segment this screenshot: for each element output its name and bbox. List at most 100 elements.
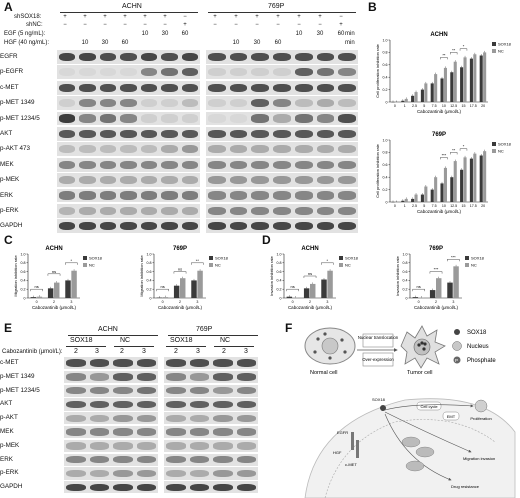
blot-band	[99, 160, 117, 169]
bar	[440, 78, 444, 102]
y-tick-label: 1.0	[383, 38, 388, 42]
blot-band	[273, 114, 291, 123]
blot-band	[120, 68, 137, 77]
bar	[411, 95, 415, 102]
egf-time: 30	[161, 31, 169, 37]
blot-strip	[57, 65, 200, 80]
y-tick-label: 0	[406, 296, 408, 300]
blot-band	[113, 373, 133, 381]
legend-label: SOX18	[498, 42, 512, 47]
bar	[434, 74, 438, 102]
blot-band	[236, 469, 256, 478]
blot-band	[136, 400, 156, 409]
blot-strip	[164, 481, 258, 494]
blot-band	[294, 52, 313, 62]
panel-e-769p-line	[168, 335, 258, 336]
sig-label: ***	[442, 152, 447, 157]
blot-band	[161, 145, 178, 154]
egf-time: 60	[337, 31, 345, 37]
y-tick-label: 0.2	[21, 288, 26, 292]
y-tick-label: 0.8	[277, 261, 282, 265]
y-tick-label: 1.0	[403, 252, 408, 256]
blot-band	[66, 428, 86, 436]
blot-strip	[164, 453, 258, 466]
blot-row-label: p-ERK	[0, 469, 19, 477]
blot-band	[251, 206, 270, 216]
blot-band	[273, 160, 291, 169]
lane-sign: +	[123, 14, 127, 20]
y-tick-label: 0.6	[383, 163, 388, 167]
blot-band	[294, 98, 313, 108]
blot-strip	[164, 398, 258, 411]
blot-band	[273, 98, 291, 108]
y-axis-label: Cell proliferation inhibition rate	[375, 143, 380, 198]
legend-label: SOX18	[345, 256, 359, 261]
blot-band	[294, 83, 313, 92]
blot-strip	[57, 142, 200, 157]
blot-band	[66, 400, 86, 409]
y-tick-label: 1.0	[21, 252, 26, 256]
blot-band	[89, 414, 109, 423]
blot-strip	[64, 412, 158, 425]
sig-label: *	[463, 144, 465, 149]
blot-band	[113, 387, 133, 395]
blot-band	[273, 191, 291, 200]
blot-band	[229, 145, 248, 154]
bar	[479, 155, 483, 202]
bar	[303, 288, 310, 298]
y-axis-label: Cell proliferation inhibition rate	[375, 43, 380, 98]
blot-band	[166, 414, 186, 423]
blot-band	[166, 483, 186, 492]
blot-strip	[64, 426, 158, 439]
lane-sign: −	[83, 22, 87, 28]
bar	[310, 283, 316, 298]
legend-phosphate-glyph: P	[455, 358, 458, 363]
bar	[404, 98, 408, 102]
blot-band	[316, 83, 335, 92]
blot-band	[294, 145, 313, 154]
y-tick-label: 0.6	[403, 270, 408, 274]
bar	[162, 297, 169, 298]
blot-band	[140, 129, 158, 139]
blot-band	[208, 206, 226, 216]
lane-sign: +	[318, 14, 322, 20]
blot-band	[99, 114, 117, 123]
blot-band	[189, 387, 209, 395]
blot-band	[181, 175, 198, 185]
y-tick-label: 0.8	[147, 261, 152, 265]
legend-label: NC	[345, 263, 351, 268]
sig-label: ns	[178, 267, 182, 272]
blot-band	[189, 483, 209, 492]
chart-title: 769P	[173, 246, 187, 252]
bar	[414, 92, 418, 102]
legend-swatch	[83, 263, 87, 267]
label-hgf: HGF	[333, 450, 342, 455]
normal-cell	[304, 327, 356, 365]
label-migration: Migration invasion	[463, 456, 495, 461]
blot-band	[161, 206, 178, 216]
lane-sign: −	[103, 22, 107, 28]
arrow-box-translocation	[362, 333, 394, 348]
label-sox18: SOX18	[372, 397, 386, 402]
lane-sign: +	[163, 14, 167, 20]
blot-row-label: p-MEK	[0, 441, 20, 449]
blot-band	[273, 83, 291, 92]
blot-row-label: MEK	[0, 428, 14, 435]
blot-band	[120, 98, 137, 108]
bar	[414, 194, 418, 202]
blot-strip	[206, 173, 358, 188]
blot-band	[99, 68, 117, 77]
blot-band	[140, 160, 158, 169]
chart-title: 769P	[429, 246, 443, 252]
blot-band	[316, 206, 335, 216]
y-tick-label: 0.4	[383, 76, 388, 80]
lane-sign: −	[255, 22, 259, 28]
blot-strip	[64, 398, 158, 411]
dose-header: 2	[74, 348, 78, 355]
label-cmet: c-MET	[345, 462, 357, 467]
blot-band	[59, 175, 76, 185]
blot-band	[113, 483, 133, 492]
bar	[30, 297, 37, 298]
y-tick-label: 0.6	[21, 270, 26, 274]
